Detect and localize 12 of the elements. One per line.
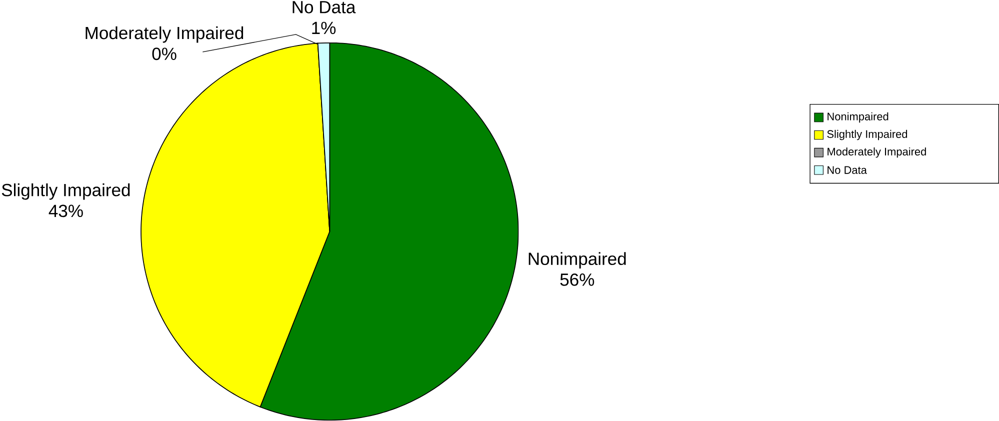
legend-label: Nonimpaired — [828, 112, 888, 123]
text: 0% — [152, 48, 176, 60]
legend-label: Slightly Impaired — [827, 130, 908, 140]
slice-label: No Data — [292, 1, 356, 14]
category-label: Moderately Impaired — [86, 26, 244, 43]
slice-label: Slightly Impaired — [2, 184, 130, 200]
data-label: 56% — [560, 274, 594, 286]
data-label: 1% — [312, 22, 336, 34]
legend-label: Moderately Impaired — [828, 148, 926, 158]
slice-label: Nonimpaired — [528, 252, 626, 269]
legend-label: No Data — [828, 166, 867, 174]
data-label: 43% — [48, 204, 83, 218]
